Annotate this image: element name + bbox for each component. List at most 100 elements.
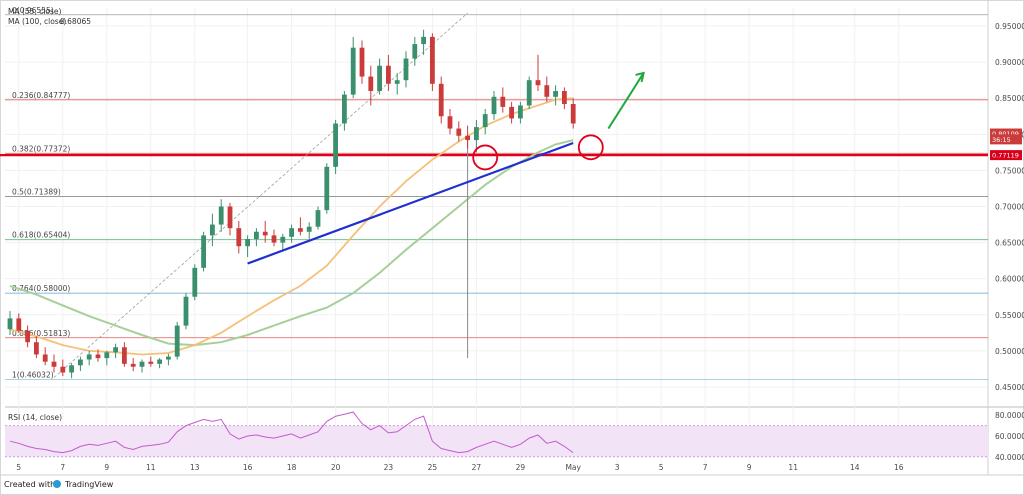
legend-ma55: MA (55, close) [8, 7, 62, 16]
candle-body [456, 128, 462, 136]
candle-body [157, 359, 162, 364]
candle-body [210, 224, 215, 236]
candle-body [298, 228, 303, 232]
candle-body [491, 96, 497, 115]
x-tick-label: 20 [331, 463, 341, 472]
candle-body [25, 330, 30, 343]
price-badge-label: 0.80109 [992, 130, 1019, 138]
candle-body [166, 356, 171, 360]
price-badge [990, 150, 1022, 161]
y-tick-label: 0.90000 [995, 58, 1024, 67]
footer-brand: TradingView [64, 480, 114, 489]
candle-body [342, 94, 347, 124]
x-tick-label: 7 [60, 463, 65, 472]
x-tick-label: 5 [16, 463, 21, 472]
fib-level-label: 0(0.96555) [12, 6, 54, 15]
candle-body [482, 114, 488, 128]
candle-body [394, 80, 400, 84]
x-tick-label: 11 [788, 463, 798, 472]
candle-body [518, 105, 523, 119]
x-tick-label: 11 [146, 463, 156, 472]
x-tick-label: 3 [615, 463, 620, 472]
candle-body [34, 342, 39, 355]
candle-body [236, 228, 242, 247]
candle-body [403, 58, 409, 81]
price-badge [990, 128, 1022, 139]
highlight-circle [472, 144, 499, 171]
x-tick-label: 9 [104, 463, 109, 472]
candle-body [333, 123, 338, 167]
candle-body [69, 365, 74, 373]
rsi-title: RSI (14, close) [8, 413, 62, 422]
candle-body [104, 352, 110, 359]
candle-body [7, 318, 13, 330]
y-tick-label: 0.60000 [995, 275, 1024, 284]
candle-body [139, 361, 145, 367]
rsi-y-tick-label: 60.0000 [995, 432, 1024, 441]
x-tick-label: 16 [894, 463, 904, 472]
x-tick-label: 7 [703, 463, 708, 472]
legend-ma100: MA (100, close) [8, 17, 66, 26]
candle-body [474, 127, 479, 141]
candle-body [359, 47, 365, 77]
candle-body [262, 231, 268, 236]
candle-body [227, 206, 233, 229]
y-tick-label: 0.55000 [995, 311, 1024, 320]
x-tick-label: 14 [850, 463, 860, 472]
candle-body [192, 267, 198, 297]
y-tick-label: 0.45000 [995, 383, 1024, 392]
candle-body [122, 347, 127, 364]
rsi-line [9, 411, 574, 454]
candle-body [218, 206, 224, 225]
candle-body [280, 236, 286, 243]
price-badge-label: 0.77119 [992, 152, 1019, 160]
candle-body [562, 91, 567, 105]
candle-body [570, 104, 576, 124]
upward-arrow [607, 72, 645, 130]
footer-created-with: Created with [4, 480, 55, 489]
trendline [247, 141, 574, 265]
y-tick-label: 0.85000 [995, 94, 1024, 103]
candle-body [535, 80, 541, 86]
upward-arrow-head [635, 71, 645, 83]
candle-body [95, 354, 101, 359]
candle-body [289, 228, 294, 237]
x-tick-label: 25 [428, 463, 438, 472]
y-tick-label: 0.50000 [995, 347, 1024, 356]
candle-body [500, 96, 506, 107]
candle-body [368, 76, 374, 92]
candle-body [201, 235, 206, 268]
candle-body [386, 65, 391, 84]
candle-body [438, 83, 444, 117]
x-tick-label: May [565, 463, 581, 472]
highlight-circle [577, 134, 604, 161]
candle-body [78, 359, 83, 366]
rsi-y-tick-label: 80.0000 [995, 411, 1024, 420]
candle-body [377, 65, 382, 92]
y-tick-label: 0.75000 [995, 166, 1024, 175]
price-badge-label: 36:15 [992, 136, 1011, 144]
candle-body [245, 238, 250, 247]
candle-body [16, 318, 22, 331]
candle-body [465, 135, 470, 141]
candle-body [526, 80, 532, 106]
fib-level-label: 0.764(0.58000) [12, 284, 70, 293]
rsi-band [5, 425, 988, 457]
candle-body [447, 116, 453, 129]
fib-trend-dashed-line [53, 12, 468, 378]
candle-body [544, 85, 550, 97]
fib-level-label: 0.236(0.84777) [12, 91, 70, 100]
candle-body [430, 36, 435, 84]
candle-body [271, 235, 277, 243]
candle-body [148, 361, 154, 364]
candle-body [130, 363, 136, 367]
ma100-line [9, 139, 574, 347]
candle-body [553, 91, 558, 97]
x-tick-label: 9 [747, 463, 752, 472]
candle-body [412, 44, 418, 59]
x-tick-label: 23 [384, 463, 394, 472]
candle-body [350, 47, 356, 95]
fib-level-label: 1(0.46032) [12, 371, 54, 380]
